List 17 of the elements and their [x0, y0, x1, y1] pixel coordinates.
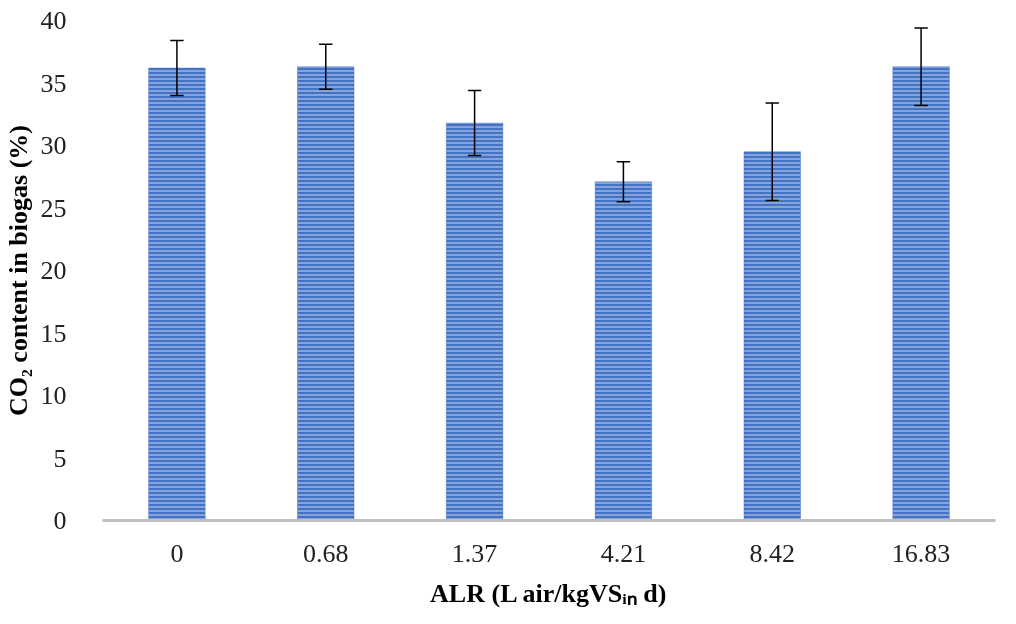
y-tick-label: 10: [40, 381, 67, 410]
y-tick-label: 35: [40, 68, 67, 98]
y-tick-label: 20: [40, 256, 67, 285]
x-tick-label: 0: [170, 538, 184, 568]
y-tick-label: 5: [53, 443, 67, 473]
x-tick-label: 4.21: [600, 538, 647, 568]
y-axis-title: CO₂ content in biogas (%): [3, 125, 33, 416]
x-tick-label: 16.83: [891, 538, 951, 568]
x-tick-label: 8.42: [749, 538, 795, 568]
x-axis-title: ALR (L air/kgVSᵢₙ d): [430, 578, 667, 608]
y-tick-label: 25: [40, 193, 67, 223]
x-tick-label: 0.68: [303, 538, 349, 568]
y-tick-label: 40: [40, 6, 67, 35]
y-tick-label: 15: [40, 318, 67, 348]
x-tick-label: 1.37: [451, 538, 498, 568]
y-tick-label: 30: [40, 131, 67, 160]
y-tick-label: 0: [53, 506, 67, 535]
